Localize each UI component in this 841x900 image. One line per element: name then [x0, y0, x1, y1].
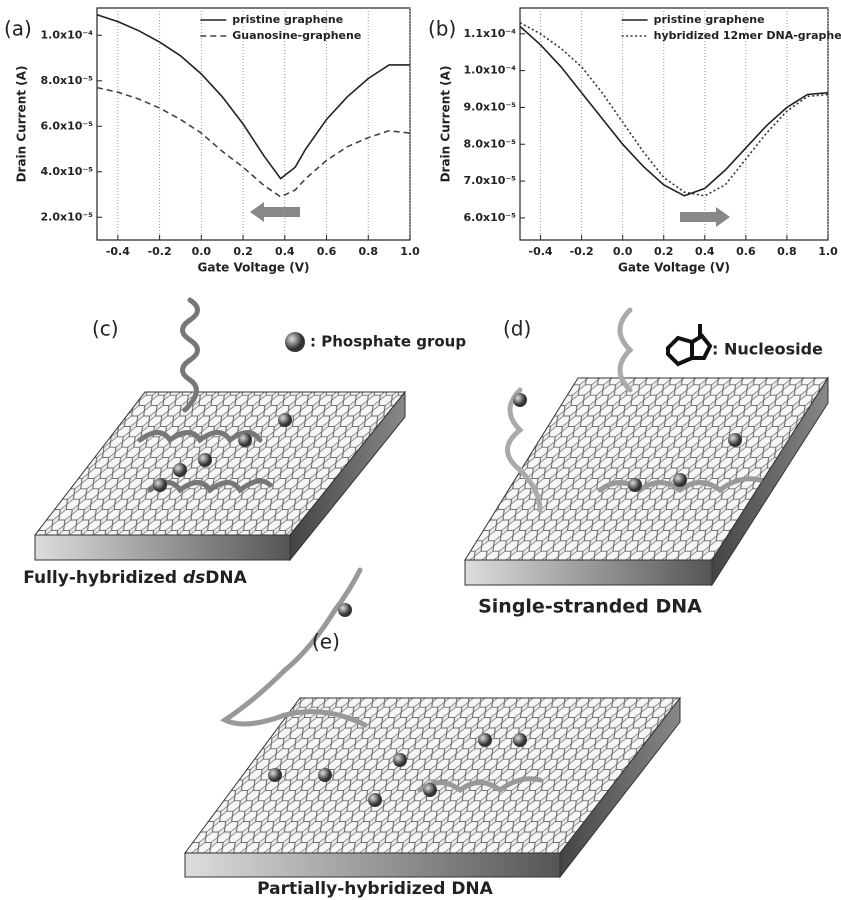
- x-tick-label: 0.0: [192, 245, 212, 258]
- legend-label: : Nucleoside: [712, 340, 823, 359]
- legend-label: hybridized 12mer DNA-graphene: [654, 29, 841, 42]
- panel-label: (e): [312, 630, 340, 654]
- x-tick-label: 1.0: [400, 245, 420, 258]
- y-tick-label: 6.0x10⁻⁵: [40, 119, 93, 132]
- x-axis-label: Gate Voltage (V): [618, 261, 730, 275]
- panel-label: (a): [4, 17, 32, 41]
- graphene-slab-c: [33, 390, 407, 562]
- caption-part: ds: [183, 568, 205, 588]
- legend-label: : Phosphate group: [310, 333, 466, 351]
- graphene-slab-e: [184, 696, 682, 879]
- legend-label: pristine graphene: [654, 13, 765, 26]
- y-tick-label: 9.0x10⁻⁵: [463, 100, 516, 113]
- series-line: [519, 21, 829, 197]
- phosphate-icon: [285, 332, 305, 352]
- y-tick-label: 6.0x10⁻⁵: [463, 211, 516, 224]
- x-tick-label: 0.4: [275, 245, 295, 258]
- series-line: [96, 86, 411, 198]
- x-tick-label: 0.4: [695, 245, 715, 258]
- x-tick-label: 0.6: [317, 245, 337, 258]
- y-tick-label: 8.0x10⁻⁵: [40, 74, 93, 87]
- x-axis-label: Gate Voltage (V): [198, 261, 310, 275]
- plot-frame: [96, 7, 411, 241]
- y-tick-label: 1.0x10⁻⁴: [463, 64, 516, 77]
- phosphate-balls: [153, 393, 742, 807]
- x-tick-label: 0.8: [359, 245, 379, 258]
- x-tick-label: 1.0: [818, 245, 838, 258]
- shift-arrow-left: [250, 202, 300, 222]
- y-axis-label: Drain Current (A): [15, 66, 29, 183]
- caption-part: DNA: [205, 568, 247, 588]
- x-tick-label: -0.4: [529, 245, 553, 258]
- y-tick-label: 1.0x10⁻⁴: [40, 28, 93, 41]
- y-tick-label: 7.0x10⁻⁵: [463, 174, 516, 187]
- plot-frame: [519, 7, 829, 241]
- caption: Partially-hybridized DNA: [257, 879, 493, 899]
- nucleoside-icon: [666, 324, 713, 367]
- caption-part: Fully-hybridized: [23, 568, 183, 588]
- x-tick-label: -0.2: [148, 245, 172, 258]
- x-tick-label: -0.2: [570, 245, 594, 258]
- y-tick-label: 1.1x10⁻⁴: [463, 27, 516, 40]
- series-line: [519, 25, 829, 197]
- caption: Single-stranded DNA: [478, 596, 702, 618]
- x-tick-label: 0.0: [613, 245, 633, 258]
- x-tick-label: 0.2: [654, 245, 674, 258]
- caption: Fully-hybridized dsDNA: [23, 568, 247, 588]
- shift-arrow-right: [680, 207, 730, 227]
- y-axis-label: Drain Current (A): [439, 66, 453, 183]
- panel-label: (b): [428, 17, 456, 41]
- y-tick-label: 4.0x10⁻⁵: [40, 165, 93, 178]
- panel-label: (d): [503, 317, 531, 341]
- y-tick-label: 8.0x10⁻⁵: [463, 137, 516, 150]
- legend-label: Guanosine-graphene: [232, 29, 361, 42]
- graphene-slab-d: [464, 376, 829, 587]
- x-tick-label: 0.2: [233, 245, 253, 258]
- legend-label: pristine graphene: [232, 13, 343, 26]
- y-tick-label: 2.0x10⁻⁵: [40, 210, 93, 223]
- series-line: [96, 14, 410, 180]
- x-tick-label: -0.4: [106, 245, 130, 258]
- panel-label: (c): [92, 317, 119, 341]
- x-tick-label: 0.8: [777, 245, 797, 258]
- x-tick-label: 0.6: [736, 245, 756, 258]
